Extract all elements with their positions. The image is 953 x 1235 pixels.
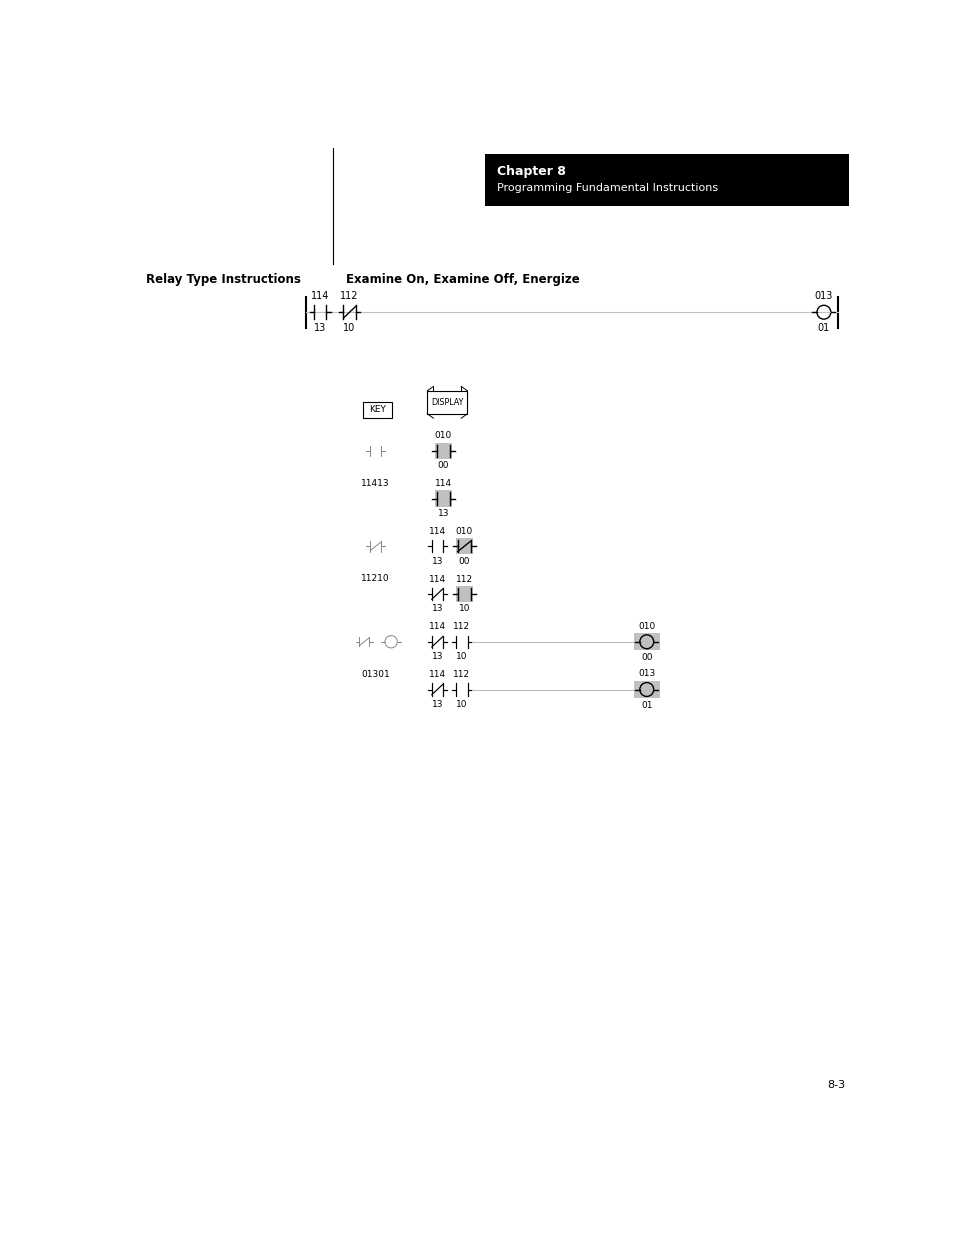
Text: Relay Type Instructions: Relay Type Instructions — [146, 273, 301, 287]
Text: 10: 10 — [458, 604, 470, 614]
Text: 114: 114 — [428, 527, 445, 536]
Text: 112: 112 — [453, 671, 470, 679]
Text: 01301: 01301 — [361, 669, 390, 679]
Text: Chapter 8: Chapter 8 — [497, 165, 565, 178]
Text: Programming Fundamental Instructions: Programming Fundamental Instructions — [497, 183, 717, 193]
Text: Examine On, Examine Off, Energize: Examine On, Examine Off, Energize — [346, 273, 579, 287]
Text: 01: 01 — [640, 700, 652, 710]
Text: 114: 114 — [428, 671, 445, 679]
Bar — [435, 490, 452, 506]
Text: 00: 00 — [458, 557, 470, 566]
Text: 11210: 11210 — [361, 574, 390, 583]
Text: 8-3: 8-3 — [826, 1079, 844, 1091]
Text: 112: 112 — [453, 622, 470, 631]
Text: 11413: 11413 — [361, 479, 390, 488]
Bar — [456, 538, 473, 555]
Text: 112: 112 — [456, 574, 473, 584]
Text: 00: 00 — [437, 461, 449, 471]
Text: 13: 13 — [431, 652, 442, 661]
Text: 13: 13 — [314, 324, 326, 333]
Text: 114: 114 — [435, 479, 452, 488]
Bar — [484, 153, 847, 206]
Text: 010: 010 — [435, 431, 452, 441]
Bar — [435, 442, 452, 459]
Bar — [633, 634, 659, 651]
Text: 13: 13 — [431, 700, 442, 709]
Text: 01: 01 — [817, 324, 829, 333]
Text: 13: 13 — [431, 604, 442, 614]
Text: 10: 10 — [343, 324, 355, 333]
Text: 10: 10 — [456, 700, 467, 709]
Text: 112: 112 — [340, 291, 358, 301]
Text: 013: 013 — [814, 291, 832, 301]
Text: 114: 114 — [428, 622, 445, 631]
Text: 114: 114 — [428, 574, 445, 584]
Text: 114: 114 — [311, 291, 329, 301]
Text: 13: 13 — [431, 557, 442, 566]
Bar — [456, 585, 473, 603]
Bar — [362, 403, 392, 417]
Text: 010: 010 — [456, 527, 473, 536]
Text: 00: 00 — [640, 653, 652, 662]
Bar — [427, 390, 467, 414]
Text: 013: 013 — [638, 669, 655, 678]
Bar — [633, 680, 659, 698]
Text: KEY: KEY — [369, 405, 385, 415]
Text: 010: 010 — [638, 621, 655, 631]
Text: 10: 10 — [456, 652, 467, 661]
Text: 13: 13 — [437, 509, 449, 517]
Text: DISPLAY: DISPLAY — [431, 398, 463, 406]
